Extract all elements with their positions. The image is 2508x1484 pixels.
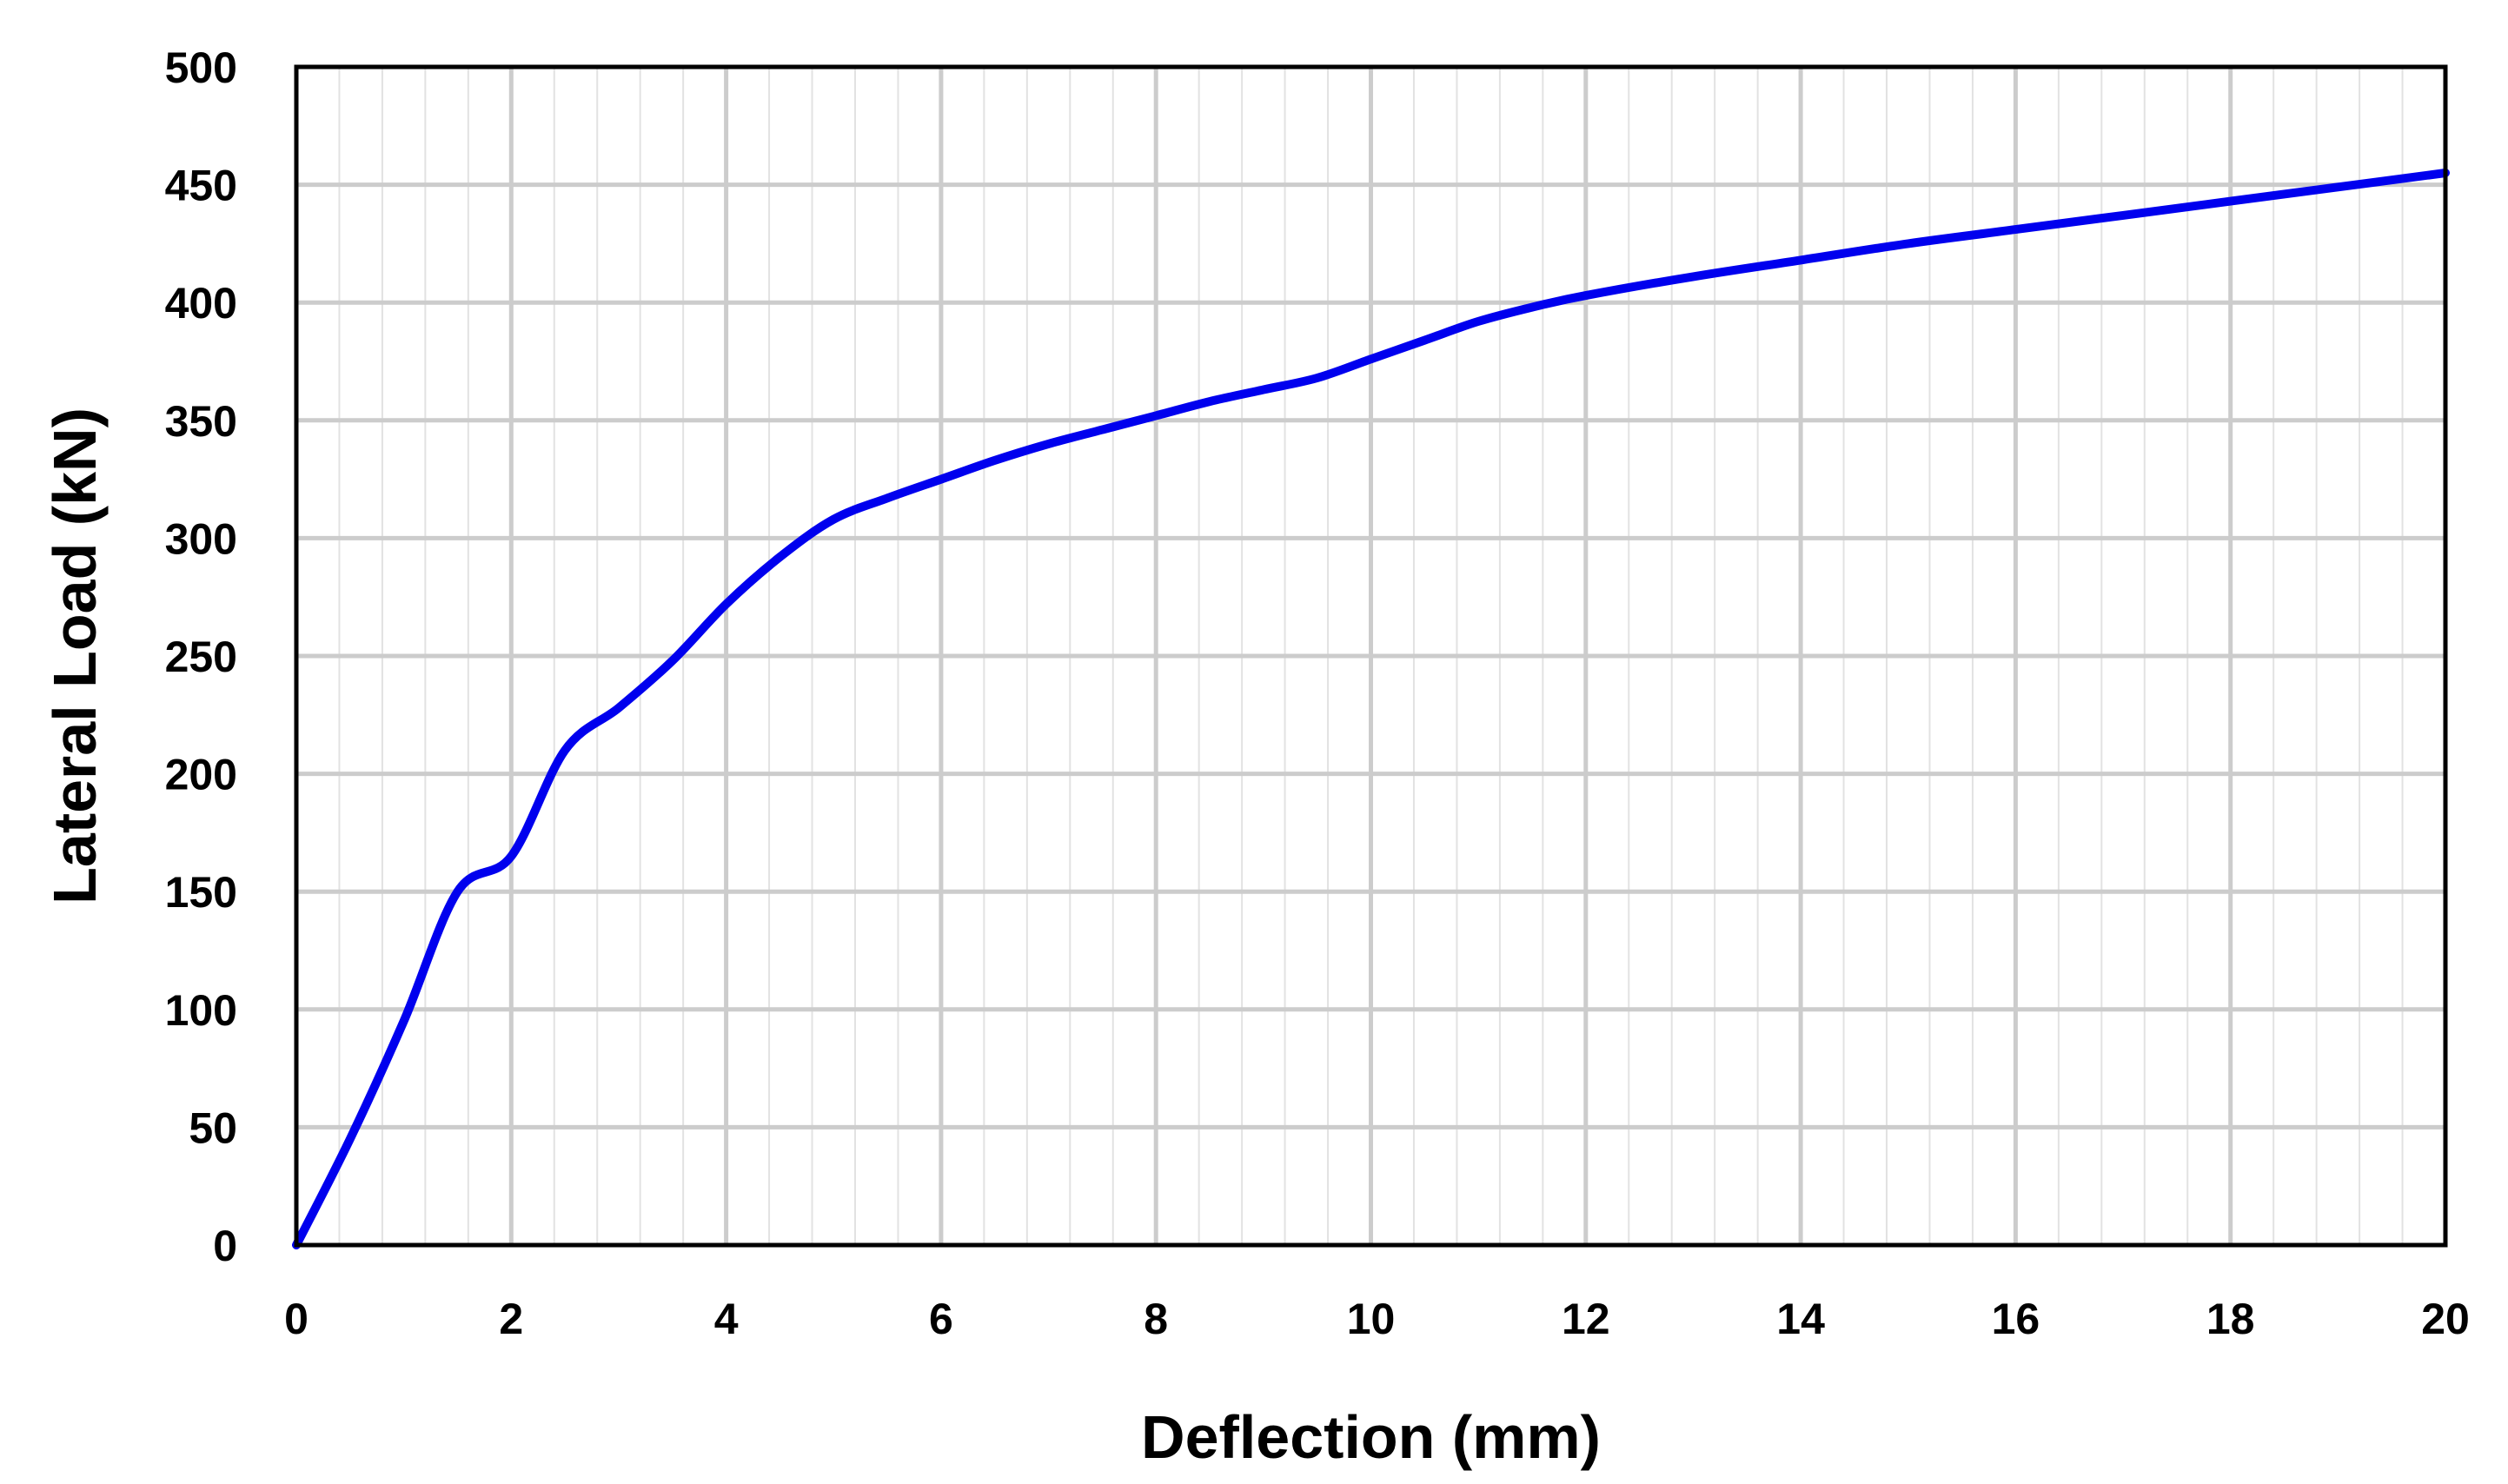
series-layer — [292, 169, 2450, 1249]
y-tick-label: 50 — [189, 1103, 237, 1152]
x-tick-label: 2 — [499, 1295, 523, 1343]
plot-area-frame — [294, 64, 2448, 1248]
x-axis-tick-labels: 0 2 4 6 8 10 12 14 16 18 20 — [284, 1295, 2470, 1343]
y-tick-label: 300 — [165, 514, 237, 563]
x-tick-label: 14 — [1776, 1295, 1825, 1343]
x-tick-label: 18 — [2206, 1295, 2255, 1343]
x-tick-label: 0 — [284, 1295, 309, 1343]
x-tick-label: 8 — [1144, 1295, 1168, 1343]
y-tick-label: 250 — [165, 633, 237, 681]
x-axis-title: Deflection (mm) — [1141, 1403, 1601, 1471]
x-tick-label: 20 — [2421, 1295, 2470, 1343]
y-tick-label: 0 — [213, 1222, 237, 1270]
x-tick-label: 12 — [1562, 1295, 1610, 1343]
y-axis-tick-labels: 0 50 100 150 200 250 300 350 400 450 500 — [165, 43, 237, 1270]
x-tick-label: 6 — [929, 1295, 953, 1343]
y-tick-label: 350 — [165, 397, 237, 446]
y-tick-label: 100 — [165, 986, 237, 1035]
y-tick-label: 450 — [165, 162, 237, 210]
y-tick-label: 400 — [165, 279, 237, 328]
x-tick-label: 16 — [1992, 1295, 2040, 1343]
x-tick-label: 4 — [714, 1295, 739, 1343]
y-tick-label: 500 — [165, 43, 237, 92]
y-tick-label: 200 — [165, 751, 237, 799]
major-gridlines — [296, 67, 2445, 1245]
series-line — [292, 169, 2450, 1249]
x-tick-label: 10 — [1347, 1295, 1396, 1343]
y-axis-title: Lateral Load (kN) — [41, 407, 109, 904]
y-tick-label: 150 — [165, 868, 237, 917]
